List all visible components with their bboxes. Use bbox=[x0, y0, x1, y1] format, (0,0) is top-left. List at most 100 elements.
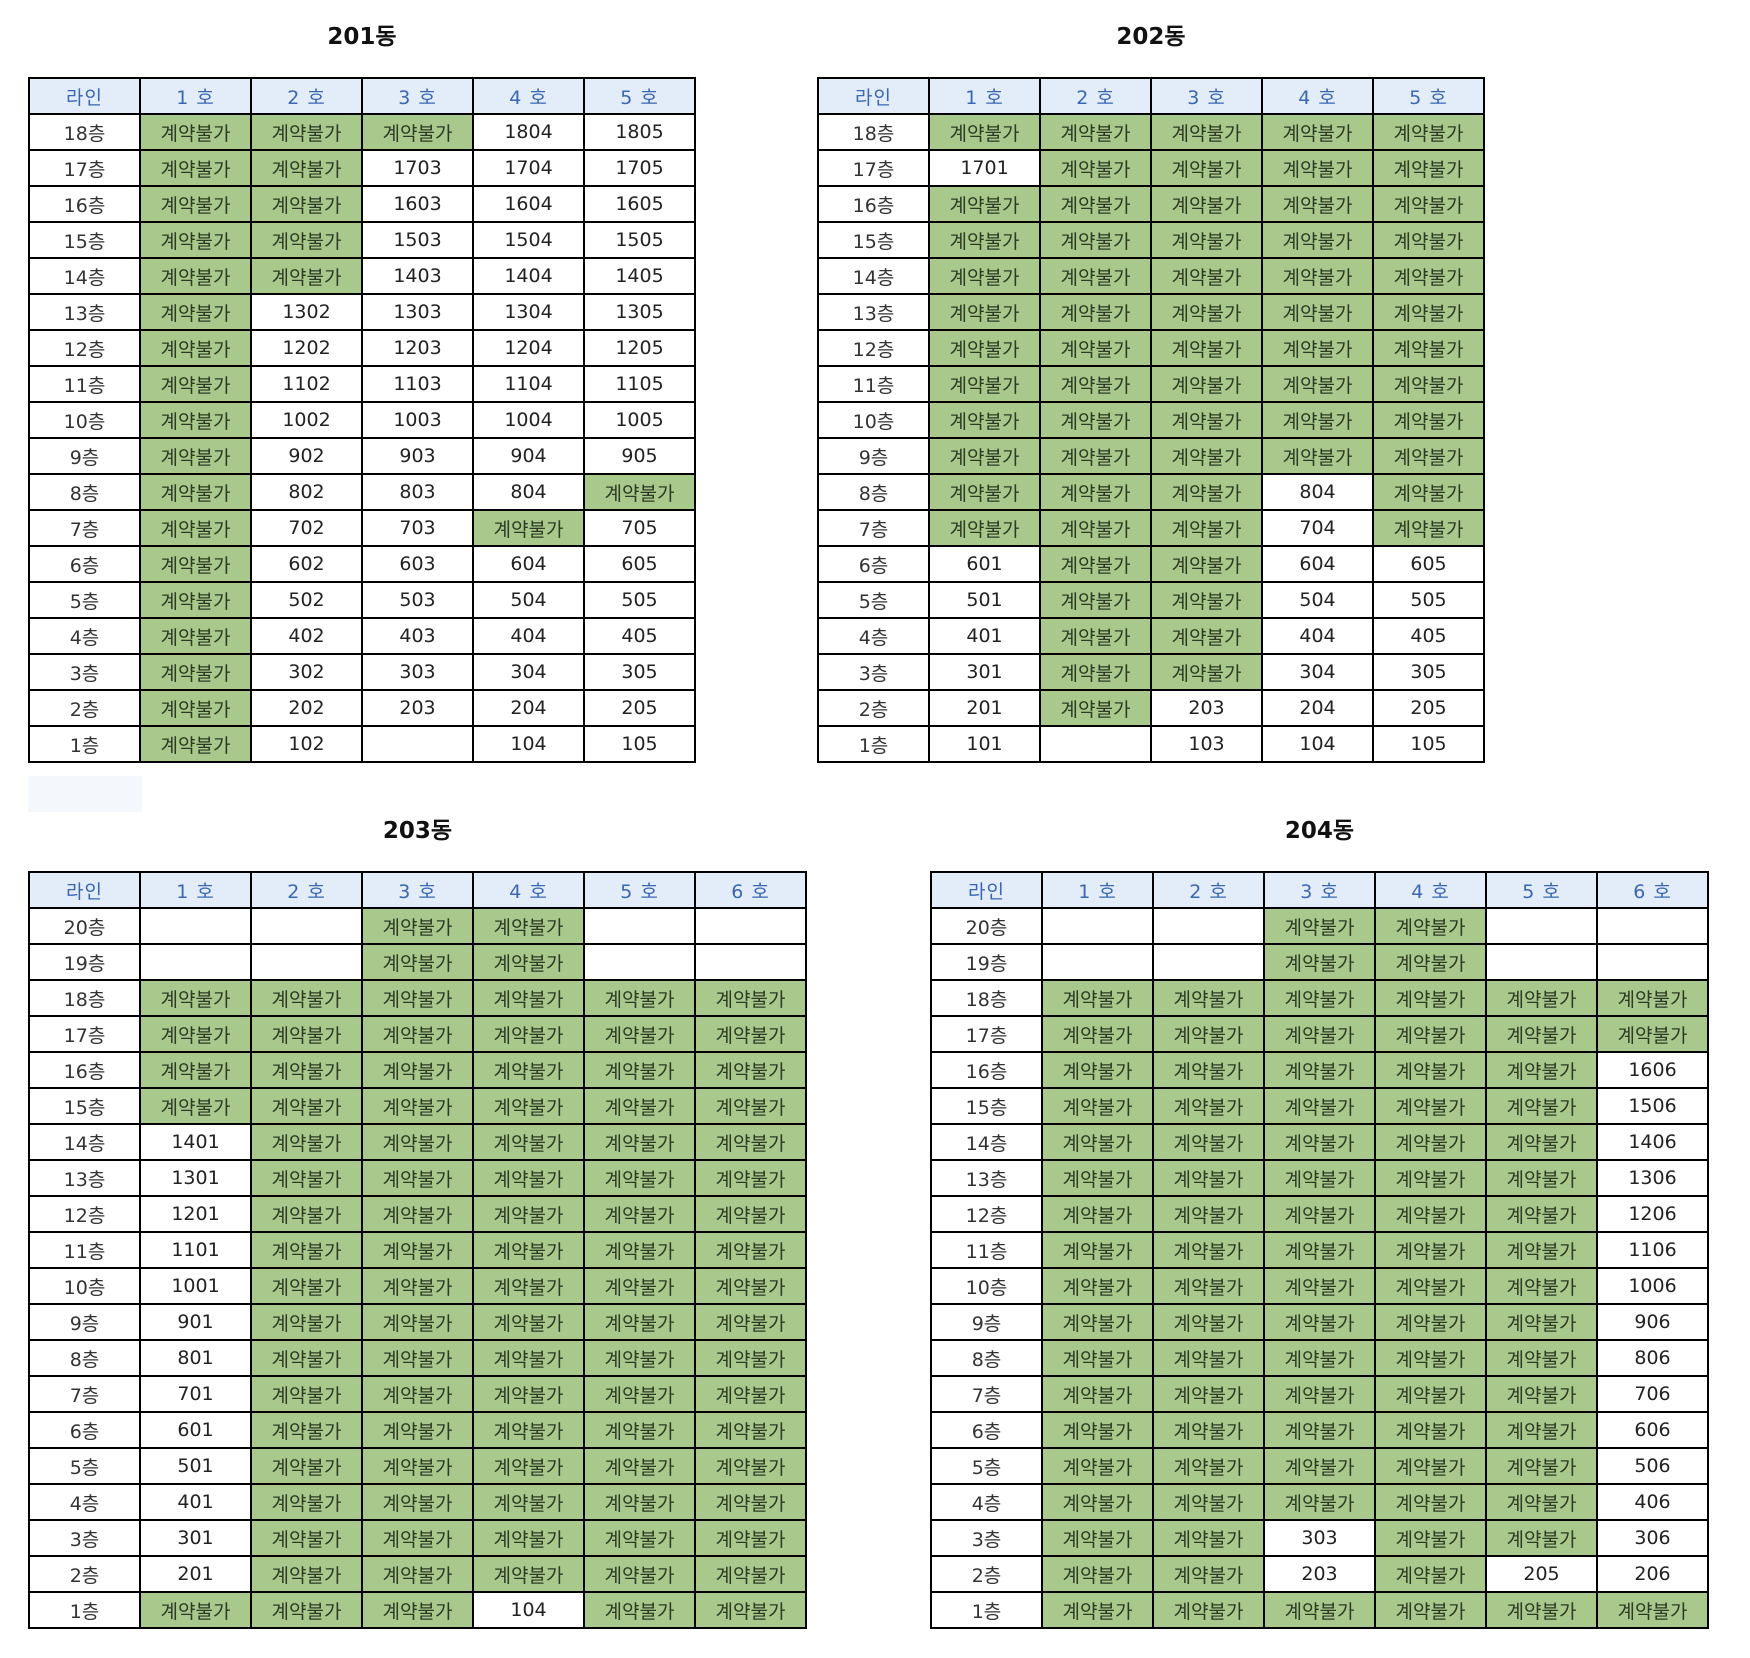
available-unit-cell: 1303 bbox=[361, 293, 474, 331]
unavailable-unit-cell: 계약불가 bbox=[250, 1447, 363, 1485]
unavailable-unit-cell: 계약불가 bbox=[1374, 1087, 1487, 1125]
unavailable-unit-cell: 계약불가 bbox=[1150, 653, 1263, 691]
floor-label-cell: 4층 bbox=[817, 617, 930, 655]
unit-column-header: 4 호 bbox=[1374, 871, 1487, 909]
available-unit-cell: 702 bbox=[250, 509, 363, 547]
unavailable-unit-cell: 계약불가 bbox=[1039, 581, 1152, 619]
unavailable-unit-cell: 계약불가 bbox=[1150, 581, 1263, 619]
unavailable-unit-cell: 계약불가 bbox=[472, 1483, 585, 1521]
floor-label-cell: 10층 bbox=[930, 1267, 1043, 1305]
floor-label-cell: 18층 bbox=[28, 979, 141, 1017]
table-row: 8층 801 계약불가 계약불가 계약불가 계약불가 계약불가 bbox=[28, 1339, 807, 1377]
available-unit-cell: 301 bbox=[139, 1519, 252, 1557]
unavailable-unit-cell: 계약불가 bbox=[1485, 1591, 1598, 1629]
unavailable-unit-cell: 계약불가 bbox=[928, 293, 1041, 331]
available-unit-cell: 203 bbox=[1150, 689, 1263, 727]
table-row: 9층 계약불가 계약불가 계약불가 계약불가 계약불가 bbox=[817, 437, 1485, 475]
unavailable-unit-cell: 계약불가 bbox=[250, 257, 363, 295]
table-row: 15층 계약불가 계약불가 계약불가 계약불가 계약불가 계약불가 bbox=[28, 1087, 807, 1125]
unavailable-unit-cell: 계약불가 bbox=[1041, 1303, 1154, 1341]
unavailable-unit-cell: 계약불가 bbox=[250, 1267, 363, 1305]
unavailable-unit-cell: 계약불가 bbox=[250, 1375, 363, 1413]
faint-cell-highlight bbox=[28, 776, 142, 812]
floor-label-cell: 8층 bbox=[817, 473, 930, 511]
unavailable-unit-cell: 계약불가 bbox=[1039, 653, 1152, 691]
available-unit-cell: 604 bbox=[472, 545, 585, 583]
unit-column-header: 6 호 bbox=[1596, 871, 1709, 909]
empty-cell bbox=[1039, 725, 1152, 763]
floor-label-cell: 14층 bbox=[28, 257, 141, 295]
floor-label-cell: 16층 bbox=[930, 1051, 1043, 1089]
empty-cell bbox=[1041, 943, 1154, 981]
unavailable-unit-cell: 계약불가 bbox=[1039, 329, 1152, 367]
floor-label-cell: 4층 bbox=[28, 1483, 141, 1521]
table-row: 5층 501 계약불가 계약불가 504 505 bbox=[817, 581, 1485, 619]
floor-label-cell: 12층 bbox=[28, 329, 141, 367]
unavailable-unit-cell: 계약불가 bbox=[361, 907, 474, 945]
unavailable-unit-cell: 계약불가 bbox=[250, 149, 363, 187]
unavailable-unit-cell: 계약불가 bbox=[1263, 1411, 1376, 1449]
available-unit-cell: 205 bbox=[1485, 1555, 1598, 1593]
table-row: 12층 계약불가 계약불가 계약불가 계약불가 계약불가 bbox=[817, 329, 1485, 367]
unavailable-unit-cell: 계약불가 bbox=[472, 1231, 585, 1269]
floor-label-cell: 19층 bbox=[930, 943, 1043, 981]
floor-label-cell: 13층 bbox=[28, 293, 141, 331]
unavailable-unit-cell: 계약불가 bbox=[1041, 1051, 1154, 1089]
unavailable-unit-cell: 계약불가 bbox=[928, 365, 1041, 403]
unavailable-unit-cell: 계약불가 bbox=[1372, 257, 1485, 295]
floor-label-cell: 3층 bbox=[28, 1519, 141, 1557]
unavailable-unit-cell: 계약불가 bbox=[1150, 473, 1263, 511]
floor-label-cell: 2층 bbox=[28, 689, 141, 727]
available-unit-cell: 401 bbox=[139, 1483, 252, 1521]
unavailable-unit-cell: 계약불가 bbox=[1039, 221, 1152, 259]
available-unit-cell: 405 bbox=[583, 617, 696, 655]
available-unit-cell: 1705 bbox=[583, 149, 696, 187]
empty-cell bbox=[1596, 907, 1709, 945]
unit-column-header: 6 호 bbox=[694, 871, 807, 909]
available-unit-cell: 601 bbox=[928, 545, 1041, 583]
unavailable-unit-cell: 계약불가 bbox=[1485, 1015, 1598, 1053]
unavailable-unit-cell: 계약불가 bbox=[1485, 1267, 1598, 1305]
unit-column-header: 1 호 bbox=[928, 77, 1041, 115]
floor-label-cell: 18층 bbox=[817, 113, 930, 151]
unavailable-unit-cell: 계약불가 bbox=[250, 1591, 363, 1629]
unavailable-unit-cell: 계약불가 bbox=[361, 1447, 474, 1485]
table-row: 2층 201 계약불가 계약불가 계약불가 계약불가 계약불가 bbox=[28, 1555, 807, 1593]
available-unit-cell: 1805 bbox=[583, 113, 696, 151]
unavailable-unit-cell: 계약불가 bbox=[1485, 1447, 1598, 1485]
unavailable-unit-cell: 계약불가 bbox=[694, 1231, 807, 1269]
table-row: 3층 301 계약불가 계약불가 계약불가 계약불가 계약불가 bbox=[28, 1519, 807, 1557]
unavailable-unit-cell: 계약불가 bbox=[139, 149, 252, 187]
unavailable-unit-cell: 계약불가 bbox=[361, 1159, 474, 1197]
unavailable-unit-cell: 계약불가 bbox=[1039, 473, 1152, 511]
unit-column-header: 5 호 bbox=[583, 77, 696, 115]
empty-cell bbox=[139, 943, 252, 981]
available-unit-cell: 403 bbox=[361, 617, 474, 655]
available-unit-cell: 101 bbox=[928, 725, 1041, 763]
available-unit-cell: 704 bbox=[1261, 509, 1374, 547]
available-unit-cell: 1106 bbox=[1596, 1231, 1709, 1269]
table-row: 14층 계약불가 계약불가 계약불가 계약불가 계약불가 1406 bbox=[930, 1123, 1709, 1161]
building-title: 202동 bbox=[1116, 24, 1186, 50]
unavailable-unit-cell: 계약불가 bbox=[928, 113, 1041, 151]
available-unit-cell: 102 bbox=[250, 725, 363, 763]
available-unit-cell: 404 bbox=[1261, 617, 1374, 655]
floor-label-cell: 5층 bbox=[28, 1447, 141, 1485]
unavailable-unit-cell: 계약불가 bbox=[1150, 113, 1263, 151]
unavailable-unit-cell: 계약불가 bbox=[694, 979, 807, 1017]
unavailable-unit-cell: 계약불가 bbox=[1041, 1231, 1154, 1269]
unavailable-unit-cell: 계약불가 bbox=[928, 473, 1041, 511]
unavailable-unit-cell: 계약불가 bbox=[472, 1339, 585, 1377]
available-unit-cell: 903 bbox=[361, 437, 474, 475]
unavailable-unit-cell: 계약불가 bbox=[139, 113, 252, 151]
unavailable-unit-cell: 계약불가 bbox=[694, 1555, 807, 1593]
unavailable-unit-cell: 계약불가 bbox=[1152, 1159, 1265, 1197]
available-unit-cell: 701 bbox=[139, 1375, 252, 1413]
available-unit-cell: 703 bbox=[361, 509, 474, 547]
table-row: 18층 계약불가 계약불가 계약불가 1804 1805 bbox=[28, 113, 696, 151]
unavailable-unit-cell: 계약불가 bbox=[928, 221, 1041, 259]
unavailable-unit-cell: 계약불가 bbox=[361, 1483, 474, 1521]
